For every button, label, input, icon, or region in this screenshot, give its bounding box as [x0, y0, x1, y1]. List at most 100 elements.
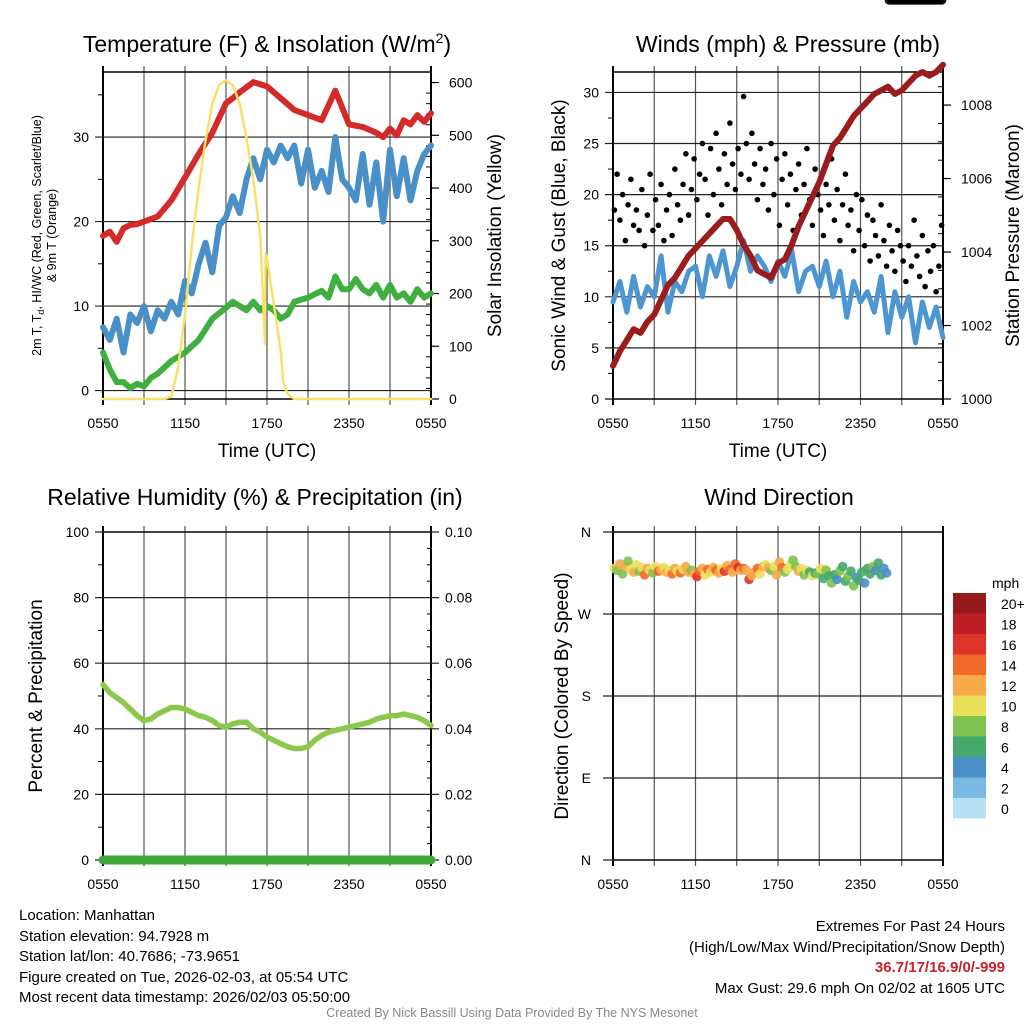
gust-point	[710, 191, 717, 198]
gust-point	[699, 140, 706, 147]
gust-point	[804, 145, 810, 152]
x-tick-label: 2350	[845, 415, 876, 431]
gust-point	[672, 166, 678, 172]
gust-point	[820, 232, 827, 239]
gust-point	[795, 161, 802, 167]
x-axis-label: Time (UTC)	[218, 441, 317, 462]
y2-tick-label: 0.10	[445, 524, 472, 540]
gust-point	[894, 227, 901, 234]
insolation-series-line	[101, 79, 433, 401]
x-tick-label: 1750	[251, 876, 282, 892]
y-tick-label: 60	[73, 655, 89, 671]
y2-tick-label: 1008	[961, 97, 992, 113]
gust-point	[765, 207, 772, 213]
gust-point	[716, 166, 722, 172]
humidity-plot	[102, 526, 432, 866]
x-tick-label: 2350	[333, 876, 364, 892]
x-tick-label: 0550	[415, 876, 446, 892]
gust-point	[622, 237, 629, 244]
y2-tick-label: 100	[449, 338, 473, 354]
colorbar-label: 10	[1001, 699, 1017, 715]
chart-title: Wind Direction	[704, 484, 854, 510]
wind-direction-point	[771, 570, 782, 580]
gust-point	[903, 278, 909, 285]
y2-tick-label: 200	[449, 286, 473, 302]
colorbar-label: 6	[1001, 740, 1009, 756]
gust-point	[908, 263, 915, 270]
colorbar-label: 4	[1001, 760, 1009, 776]
gust-point	[925, 248, 931, 254]
gust-point	[878, 202, 884, 208]
y-tick-label: 20	[73, 214, 89, 230]
gust-point	[930, 242, 937, 249]
gust-point	[650, 227, 656, 234]
gust-point	[721, 151, 728, 157]
gust-point	[889, 248, 895, 254]
y-tick-label: 0	[81, 383, 89, 399]
chart-title: Temperature (F) & Insolation (W/m2)	[83, 30, 451, 57]
gust-point	[680, 181, 686, 188]
y2-tick-label: 1000	[961, 391, 992, 407]
gust-point	[870, 217, 876, 223]
colorbar-swatch	[953, 716, 986, 737]
y2-tick-label: 0.02	[445, 786, 472, 802]
gust-point	[900, 258, 906, 264]
y-tick-label: N	[581, 524, 591, 540]
gust-point	[740, 93, 747, 100]
y-tick-label: 80	[73, 590, 89, 606]
y-tick-label: 5	[591, 340, 599, 356]
y2-tick-label: 500	[449, 127, 473, 143]
y-tick-label: 10	[583, 289, 599, 305]
colorbar-title: mph	[992, 575, 1019, 591]
gust-point	[732, 186, 739, 193]
station-pressure-series-line	[610, 61, 946, 369]
x-tick-label: 1150	[680, 415, 710, 431]
colorbar-swatch	[953, 757, 986, 778]
gust-point	[861, 242, 868, 249]
y2-tick-label: 0.08	[445, 590, 472, 606]
colorbar-label: 8	[1001, 719, 1009, 735]
gust-point	[864, 212, 871, 218]
gust-point	[628, 176, 634, 183]
gust-point	[713, 130, 719, 137]
temperature-plot	[102, 66, 432, 405]
x-axis-label: Time (UTC)	[729, 441, 828, 462]
gust-point	[914, 253, 920, 259]
colorbar-label: 18	[1001, 617, 1017, 633]
gust-point	[757, 145, 763, 152]
gust-point	[793, 186, 799, 193]
gust-point	[768, 140, 774, 147]
gust-point	[801, 181, 807, 188]
y-tick-label: 20	[73, 786, 89, 802]
colorbar-swatch	[953, 798, 986, 819]
colorbar-swatch	[953, 675, 986, 696]
station-info: Location: Manhattan Station elevation: 9…	[19, 906, 350, 1009]
gust-point	[936, 263, 942, 270]
x-tick-label: 1750	[251, 415, 282, 431]
y-tick-label: 15	[583, 238, 599, 254]
gust-point	[933, 288, 939, 295]
gust-point	[630, 222, 637, 229]
y-tick-label: W	[578, 606, 592, 622]
gust-point	[784, 202, 791, 208]
gust-point	[647, 171, 653, 177]
figure-created-text: Figure created on Tue, 2026-02-03, at 05…	[19, 968, 349, 986]
y-tick-label: 0	[81, 852, 89, 868]
gust-point	[817, 207, 824, 213]
gust-point	[718, 202, 725, 208]
gust-point	[826, 202, 832, 208]
y-tick-label: N	[581, 852, 591, 868]
gust-point	[916, 273, 923, 280]
gust-point	[883, 263, 890, 270]
gust-point	[639, 186, 645, 193]
location-text: Location: Manhattan	[19, 907, 155, 924]
gust-point	[809, 222, 816, 229]
gust-point	[859, 196, 865, 203]
wind-direction-point	[837, 561, 848, 572]
gust-point	[691, 156, 697, 162]
gust-point	[625, 202, 631, 208]
x-tick-label: 0550	[87, 415, 118, 431]
gust-point	[771, 191, 777, 198]
max-gust-text: Max Gust: 29.6 mph On 02/02 at 1605 UTC	[714, 979, 1005, 997]
y-axis-label: Sonic Wind & Gust (Blue, Black)	[549, 99, 570, 371]
